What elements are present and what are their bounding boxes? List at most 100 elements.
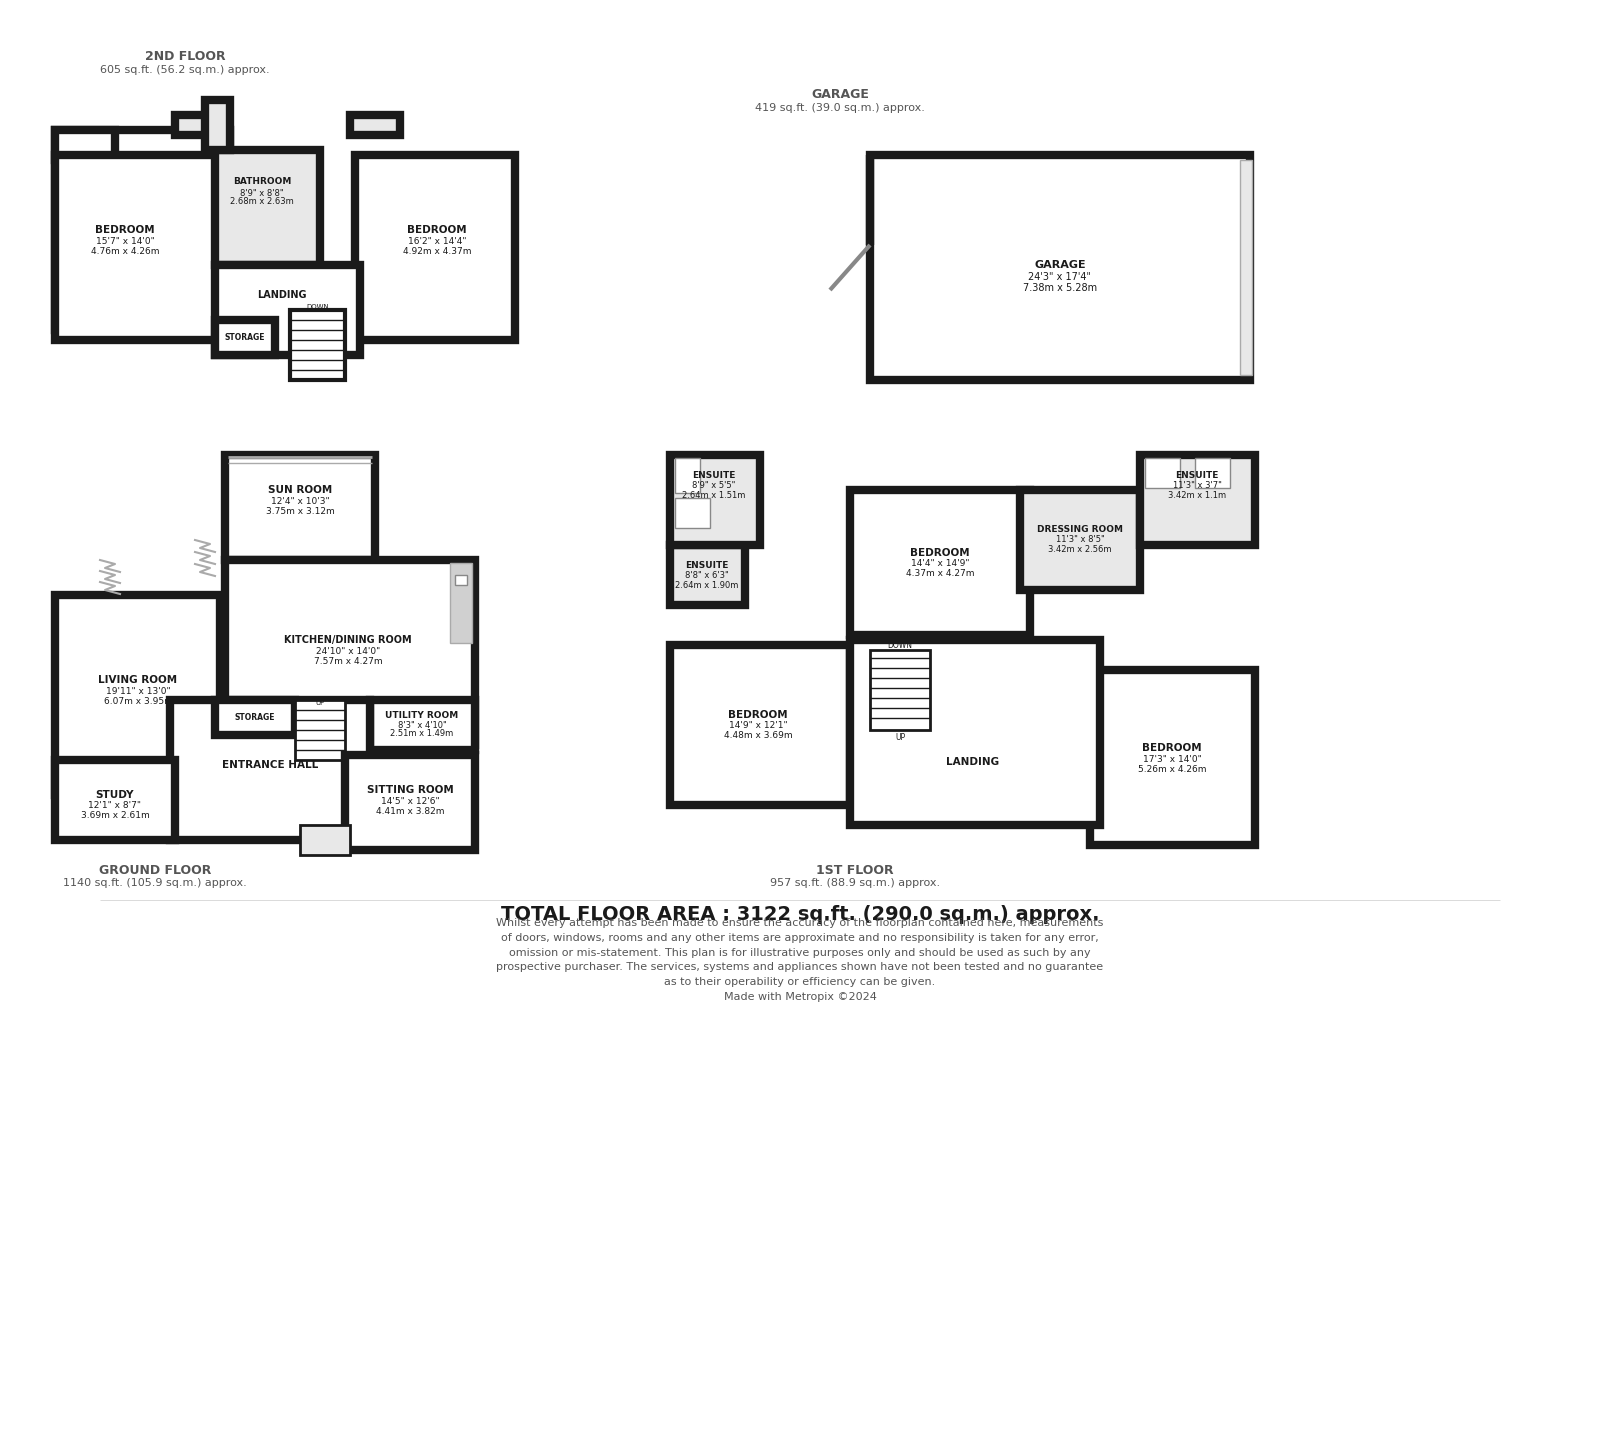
Bar: [214, 150, 320, 265]
Text: 15'7" x 14'0": 15'7" x 14'0": [96, 237, 154, 246]
Bar: [370, 700, 475, 750]
Text: UTILITY ROOM: UTILITY ROOM: [386, 710, 459, 720]
Text: 11'3" x 8'5": 11'3" x 8'5": [1056, 535, 1104, 544]
Text: Whilst every attempt has been made to ensure the accuracy of the floorplan conta: Whilst every attempt has been made to en…: [496, 918, 1104, 1002]
Text: 5.26m x 4.26m: 5.26m x 4.26m: [1138, 765, 1206, 774]
Bar: [355, 155, 515, 340]
Bar: [226, 560, 475, 745]
Text: 8'8" x 6'3": 8'8" x 6'3": [685, 571, 730, 580]
Text: 6.07m x 3.95m: 6.07m x 3.95m: [104, 697, 173, 707]
Text: 957 sq.ft. (88.9 sq.m.) approx.: 957 sq.ft. (88.9 sq.m.) approx.: [770, 878, 941, 888]
Text: KITCHEN/DINING ROOM: KITCHEN/DINING ROOM: [285, 635, 411, 645]
Text: SITTING ROOM: SITTING ROOM: [366, 785, 453, 795]
Text: BEDROOM: BEDROOM: [94, 226, 155, 236]
Text: 7.57m x 4.27m: 7.57m x 4.27m: [314, 656, 382, 665]
Text: LIVING ROOM: LIVING ROOM: [99, 675, 178, 685]
Text: 16'2" x 14'4": 16'2" x 14'4": [408, 237, 466, 246]
Text: 8'9" x 8'8": 8'9" x 8'8": [240, 188, 283, 198]
Bar: [670, 455, 760, 545]
Text: GARAGE: GARAGE: [811, 88, 869, 101]
Bar: [350, 116, 400, 134]
Bar: [54, 130, 230, 330]
Text: 2.64m x 1.51m: 2.64m x 1.51m: [682, 492, 746, 500]
Bar: [174, 116, 226, 134]
Text: 4.37m x 4.27m: 4.37m x 4.27m: [906, 570, 974, 578]
Bar: [54, 130, 115, 161]
Text: 17'3" x 14'0": 17'3" x 14'0": [1142, 755, 1202, 763]
Text: 8'9" x 5'5": 8'9" x 5'5": [693, 482, 736, 490]
Text: ENTRANCE HALL: ENTRANCE HALL: [222, 761, 318, 771]
Text: 2.64m x 1.90m: 2.64m x 1.90m: [675, 580, 739, 590]
Text: 14'9" x 12'1": 14'9" x 12'1": [728, 722, 787, 730]
Text: 14'4" x 14'9": 14'4" x 14'9": [910, 560, 970, 568]
Bar: [850, 490, 1030, 635]
Text: BEDROOM: BEDROOM: [1142, 743, 1202, 753]
Bar: [301, 826, 350, 855]
Text: 24'3" x 17'4": 24'3" x 17'4": [1029, 272, 1091, 282]
Text: UP: UP: [894, 733, 906, 742]
Text: 3.42m x 2.56m: 3.42m x 2.56m: [1048, 545, 1112, 554]
Bar: [675, 497, 710, 528]
Text: BEDROOM: BEDROOM: [910, 548, 970, 558]
Bar: [870, 651, 930, 730]
Bar: [294, 700, 346, 761]
Bar: [290, 309, 346, 380]
Bar: [205, 100, 230, 150]
Text: DOWN: DOWN: [307, 304, 330, 309]
Bar: [346, 755, 475, 850]
Text: 605 sq.ft. (56.2 sq.m.) approx.: 605 sq.ft. (56.2 sq.m.) approx.: [101, 65, 270, 75]
Text: DOWN: DOWN: [888, 641, 912, 649]
Bar: [54, 594, 221, 795]
Bar: [1139, 455, 1254, 545]
Text: LANDING: LANDING: [947, 758, 1000, 766]
Bar: [1146, 458, 1181, 487]
Bar: [850, 641, 1101, 826]
Bar: [1021, 490, 1139, 590]
Text: 24'10" x 14'0": 24'10" x 14'0": [315, 646, 381, 655]
Text: 1140 sq.ft. (105.9 sq.m.) approx.: 1140 sq.ft. (105.9 sq.m.) approx.: [62, 878, 246, 888]
Text: ENSUITE: ENSUITE: [693, 471, 736, 480]
Text: 419 sq.ft. (39.0 sq.m.) approx.: 419 sq.ft. (39.0 sq.m.) approx.: [755, 103, 925, 113]
Text: STORAGE: STORAGE: [224, 333, 266, 341]
Bar: [214, 265, 360, 356]
Text: 3.69m x 2.61m: 3.69m x 2.61m: [80, 811, 149, 820]
Bar: [1240, 161, 1251, 375]
Text: 4.48m x 3.69m: 4.48m x 3.69m: [723, 732, 792, 740]
Text: STUDY: STUDY: [96, 790, 134, 800]
Text: LANDING: LANDING: [258, 291, 307, 299]
Bar: [54, 155, 230, 340]
Text: ENSUITE: ENSUITE: [1176, 471, 1219, 480]
Text: 14'5" x 12'6": 14'5" x 12'6": [381, 797, 440, 805]
Text: 2.51m x 1.49m: 2.51m x 1.49m: [390, 729, 454, 739]
Text: UP: UP: [315, 700, 325, 706]
Bar: [1195, 458, 1230, 487]
Text: 2ND FLOOR: 2ND FLOOR: [144, 51, 226, 64]
Text: 19'11" x 13'0": 19'11" x 13'0": [106, 687, 170, 697]
Text: 3.75m x 3.12m: 3.75m x 3.12m: [266, 506, 334, 516]
Bar: [1090, 669, 1254, 844]
Bar: [214, 700, 294, 735]
Text: 8'3" x 4'10": 8'3" x 4'10": [398, 720, 446, 729]
Bar: [54, 761, 174, 840]
Bar: [675, 458, 701, 493]
Text: 4.92m x 4.37m: 4.92m x 4.37m: [403, 246, 472, 256]
Text: 7.38m x 5.28m: 7.38m x 5.28m: [1022, 283, 1098, 294]
Text: STORAGE: STORAGE: [235, 713, 275, 722]
Text: BEDROOM: BEDROOM: [728, 710, 787, 720]
Text: 4.41m x 3.82m: 4.41m x 3.82m: [376, 807, 445, 816]
Bar: [170, 700, 370, 840]
Bar: [670, 545, 746, 604]
Text: ENSUITE: ENSUITE: [685, 561, 728, 571]
Text: GROUND FLOOR: GROUND FLOOR: [99, 863, 211, 876]
Bar: [454, 576, 467, 586]
Bar: [226, 455, 374, 560]
Bar: [670, 645, 850, 805]
Text: BATHROOM: BATHROOM: [234, 178, 291, 187]
Text: 4.76m x 4.26m: 4.76m x 4.26m: [91, 246, 160, 256]
Text: DRESSING ROOM: DRESSING ROOM: [1037, 525, 1123, 534]
Text: 12'4" x 10'3": 12'4" x 10'3": [270, 496, 330, 506]
Text: 2.68m x 2.63m: 2.68m x 2.63m: [230, 198, 294, 207]
Bar: [870, 155, 1250, 380]
Text: SUN ROOM: SUN ROOM: [267, 484, 333, 495]
Text: 12'1" x 8'7": 12'1" x 8'7": [88, 801, 141, 811]
